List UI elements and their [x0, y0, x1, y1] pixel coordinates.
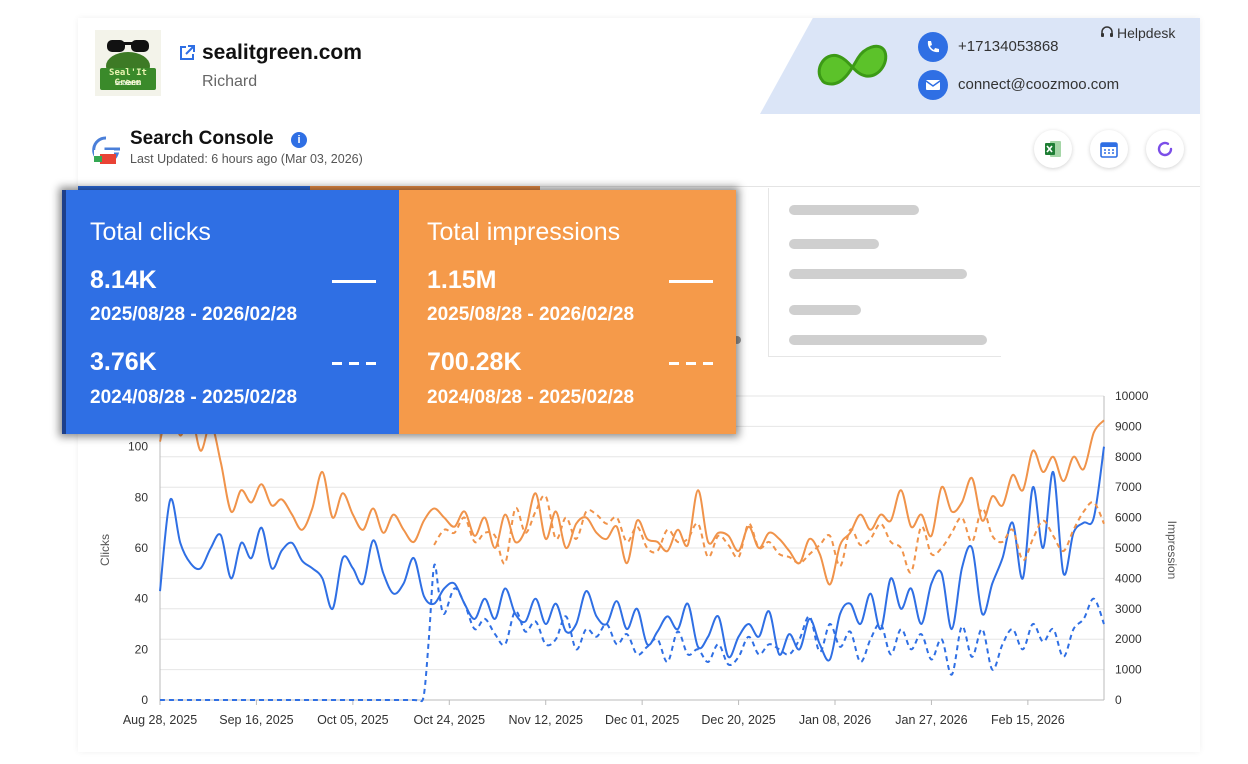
site-name[interactable]: sealitgreen.com — [202, 41, 362, 64]
x-tick-label: Dec 01, 2025 — [605, 713, 679, 727]
y-right-tick-label: 4000 — [1115, 571, 1142, 585]
headset-icon[interactable] — [1100, 26, 1114, 40]
previous-period-line — [669, 362, 713, 365]
logo-subtext: sealants — [114, 80, 142, 87]
chart-axes — [159, 396, 1105, 705]
y-right-tick-label: 0 — [1115, 693, 1122, 707]
impressions-current-line — [159, 401, 1105, 586]
phone-number[interactable]: +17134053868 — [958, 38, 1059, 55]
export-excel-button[interactable] — [1034, 130, 1072, 168]
skeleton-dot — [733, 336, 741, 344]
y-tick-label: 100 — [128, 440, 148, 454]
y-right-tick-label: 2000 — [1115, 632, 1142, 646]
clicks-current-range: 2025/08/28 - 2026/02/28 — [90, 304, 298, 325]
x-tick-label: Oct 24, 2025 — [414, 713, 486, 727]
email-address[interactable]: connect@coozmoo.com — [958, 76, 1120, 93]
refresh-icon — [1157, 141, 1173, 157]
clicks-current-value: 8.14K — [90, 266, 157, 294]
impressions-previous-line — [433, 494, 1105, 574]
y-axis-label: Clicks — [98, 534, 112, 566]
calendar-icon — [1100, 142, 1118, 158]
impressions-current-value: 1.15M — [427, 266, 497, 294]
clicks-current-line — [159, 446, 1105, 662]
skeleton-line — [789, 205, 919, 215]
current-period-line — [669, 280, 713, 283]
logo-band — [100, 68, 156, 90]
previous-period-line — [332, 362, 376, 365]
clicks-previous-line — [160, 563, 1105, 703]
clicks-tab-indicator — [78, 186, 310, 190]
section-title: Search Console — [130, 128, 274, 149]
last-updated: Last Updated: 6 hours ago (Mar 03, 2026) — [130, 152, 363, 166]
chart-ticks: 0100020003000400050006000700080009000100… — [123, 389, 1149, 727]
client-logo: Seal'It Green sealants — [95, 30, 161, 96]
y-axis-right-label: Impression — [1165, 521, 1179, 580]
x-tick-label: Jan 27, 2026 — [895, 713, 967, 727]
section-divider — [78, 186, 1200, 187]
search-console-icon — [92, 136, 120, 164]
y-tick-label: 60 — [135, 541, 149, 555]
x-tick-label: Oct 05, 2025 — [317, 713, 389, 727]
summary-panel: Total clicks 8.14K 2025/08/28 - 2026/02/… — [62, 190, 736, 434]
current-period-line — [332, 280, 376, 283]
refresh-button[interactable] — [1146, 130, 1184, 168]
clicks-tile[interactable]: Total clicks 8.14K 2025/08/28 - 2026/02/… — [62, 190, 399, 434]
impressions-previous-range: 2024/08/28 - 2025/02/28 — [427, 387, 635, 408]
skeleton-line — [789, 269, 967, 279]
clicks-previous-range: 2024/08/28 - 2025/02/28 — [90, 387, 298, 408]
info-icon[interactable]: i — [291, 132, 307, 148]
y-right-tick-label: 8000 — [1115, 450, 1142, 464]
date-picker-button[interactable] — [1090, 130, 1128, 168]
impressions-tile[interactable]: Total impressions 1.15M 2025/08/28 - 202… — [399, 190, 736, 434]
y-tick-label: 40 — [135, 592, 149, 606]
excel-icon — [1045, 141, 1061, 157]
clicks-previous-value: 3.76K — [90, 348, 157, 376]
skeleton-line — [789, 305, 861, 315]
x-tick-label: Nov 12, 2025 — [509, 713, 583, 727]
impressions-current-range: 2025/08/28 - 2026/02/28 — [427, 304, 635, 325]
x-tick-label: Dec 20, 2025 — [701, 713, 775, 727]
infinity-logo-icon — [817, 44, 888, 86]
x-tick-label: Aug 28, 2025 — [123, 713, 197, 727]
y-right-tick-label: 10000 — [1115, 389, 1149, 403]
clicks-title: Total clicks — [90, 218, 211, 246]
helpdesk-link[interactable]: Helpdesk — [1117, 25, 1176, 41]
phone-icon — [918, 32, 948, 62]
y-right-tick-label: 7000 — [1115, 480, 1142, 494]
y-right-tick-label: 1000 — [1115, 663, 1142, 677]
x-tick-label: Feb 15, 2026 — [991, 713, 1065, 727]
skeleton-line — [789, 335, 987, 345]
y-tick-label: 80 — [135, 490, 149, 504]
impressions-tab-indicator — [310, 186, 540, 190]
email-icon — [918, 70, 948, 100]
y-right-tick-label: 5000 — [1115, 541, 1142, 555]
y-right-tick-label: 6000 — [1115, 511, 1142, 525]
y-right-tick-label: 9000 — [1115, 419, 1142, 433]
y-right-tick-label: 3000 — [1115, 602, 1142, 616]
external-link-icon[interactable] — [178, 44, 196, 62]
x-tick-label: Jan 08, 2026 — [799, 713, 871, 727]
impressions-title: Total impressions — [427, 218, 621, 246]
loading-skeleton — [768, 188, 1001, 357]
y-tick-label: 0 — [141, 693, 148, 707]
y-tick-label: 20 — [135, 642, 149, 656]
impressions-previous-value: 700.28K — [427, 348, 522, 376]
logo-text: Seal'It Green — [109, 68, 147, 88]
chart-lines — [159, 401, 1105, 703]
skeleton-line — [789, 239, 879, 249]
x-tick-label: Sep 16, 2025 — [219, 713, 293, 727]
tile-edge — [62, 190, 66, 434]
owner-name: Richard — [202, 73, 258, 90]
